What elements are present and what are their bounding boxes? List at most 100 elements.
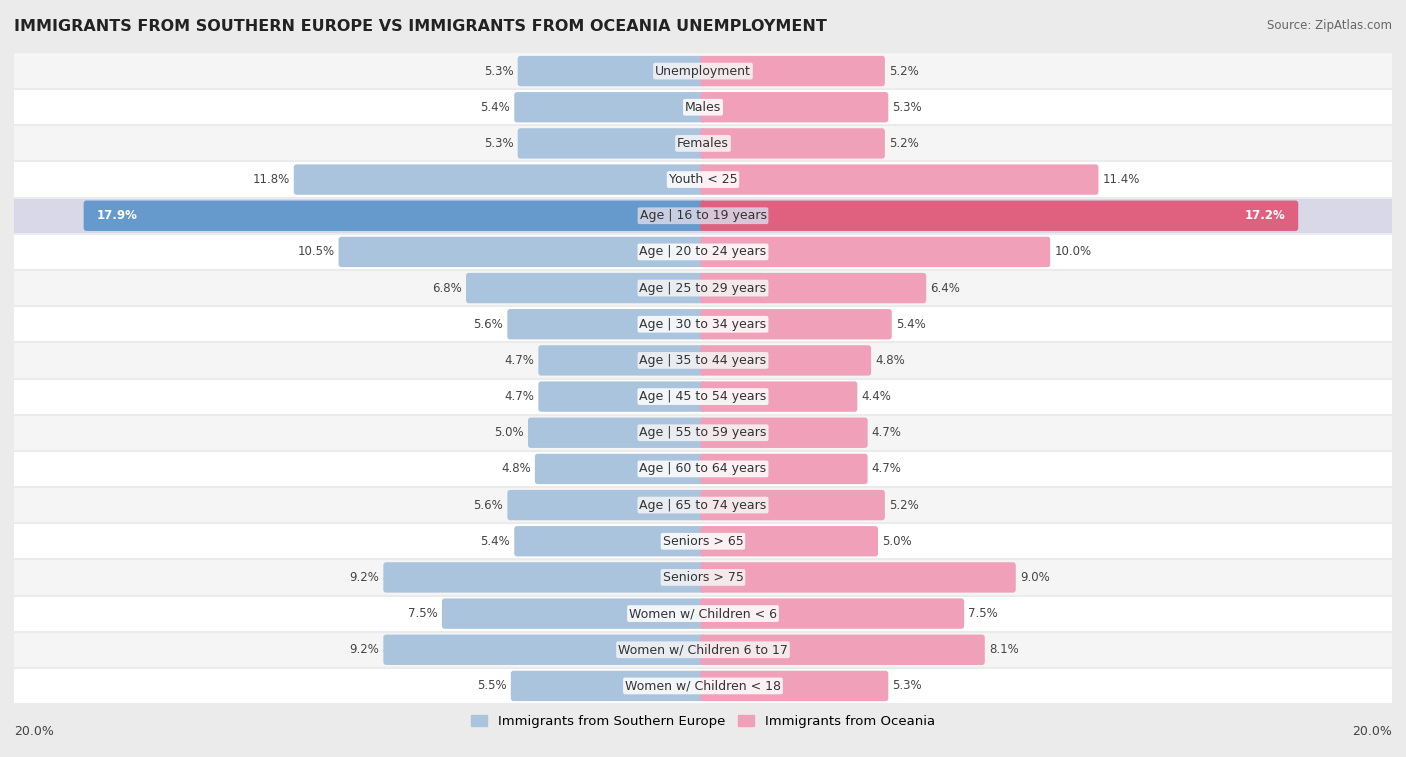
Text: 9.0%: 9.0% — [1019, 571, 1050, 584]
Text: 4.8%: 4.8% — [875, 354, 905, 367]
Bar — [14, 631, 1392, 668]
Text: 5.2%: 5.2% — [889, 64, 918, 77]
Bar — [14, 415, 1392, 451]
Text: 5.0%: 5.0% — [495, 426, 524, 439]
Text: Males: Males — [685, 101, 721, 114]
Text: Women w/ Children < 18: Women w/ Children < 18 — [626, 680, 780, 693]
FancyBboxPatch shape — [517, 128, 706, 159]
FancyBboxPatch shape — [700, 526, 877, 556]
Bar — [14, 161, 1392, 198]
Text: Age | 30 to 34 years: Age | 30 to 34 years — [640, 318, 766, 331]
FancyBboxPatch shape — [700, 128, 884, 159]
Text: Age | 16 to 19 years: Age | 16 to 19 years — [640, 209, 766, 223]
Text: 5.0%: 5.0% — [882, 534, 911, 548]
Bar — [14, 559, 1392, 596]
Text: Age | 55 to 59 years: Age | 55 to 59 years — [640, 426, 766, 439]
Text: 10.5%: 10.5% — [297, 245, 335, 258]
Text: 17.2%: 17.2% — [1244, 209, 1285, 223]
FancyBboxPatch shape — [700, 671, 889, 701]
Bar — [14, 451, 1392, 487]
FancyBboxPatch shape — [538, 345, 706, 375]
FancyBboxPatch shape — [465, 273, 706, 304]
Text: Unemployment: Unemployment — [655, 64, 751, 77]
Bar — [14, 53, 1392, 89]
Legend: Immigrants from Southern Europe, Immigrants from Oceania: Immigrants from Southern Europe, Immigra… — [465, 709, 941, 734]
Bar — [14, 270, 1392, 306]
FancyBboxPatch shape — [508, 490, 706, 520]
FancyBboxPatch shape — [384, 562, 706, 593]
Text: 5.5%: 5.5% — [477, 680, 506, 693]
Text: 20.0%: 20.0% — [14, 725, 53, 738]
Text: 5.4%: 5.4% — [896, 318, 925, 331]
FancyBboxPatch shape — [517, 56, 706, 86]
Text: 5.6%: 5.6% — [474, 499, 503, 512]
FancyBboxPatch shape — [700, 634, 984, 665]
FancyBboxPatch shape — [700, 92, 889, 123]
Bar — [14, 306, 1392, 342]
Text: 7.5%: 7.5% — [969, 607, 998, 620]
Text: 9.2%: 9.2% — [349, 571, 380, 584]
FancyBboxPatch shape — [700, 598, 965, 629]
Text: Age | 20 to 24 years: Age | 20 to 24 years — [640, 245, 766, 258]
FancyBboxPatch shape — [700, 382, 858, 412]
Bar — [14, 89, 1392, 126]
Text: 5.4%: 5.4% — [481, 101, 510, 114]
Text: 4.8%: 4.8% — [501, 463, 531, 475]
FancyBboxPatch shape — [700, 273, 927, 304]
Text: IMMIGRANTS FROM SOUTHERN EUROPE VS IMMIGRANTS FROM OCEANIA UNEMPLOYMENT: IMMIGRANTS FROM SOUTHERN EUROPE VS IMMIG… — [14, 19, 827, 34]
FancyBboxPatch shape — [700, 345, 872, 375]
Text: 4.4%: 4.4% — [862, 390, 891, 403]
Bar — [14, 596, 1392, 631]
FancyBboxPatch shape — [515, 526, 706, 556]
Text: 10.0%: 10.0% — [1054, 245, 1091, 258]
Text: 17.9%: 17.9% — [97, 209, 138, 223]
FancyBboxPatch shape — [700, 309, 891, 339]
Text: Age | 35 to 44 years: Age | 35 to 44 years — [640, 354, 766, 367]
Text: Age | 45 to 54 years: Age | 45 to 54 years — [640, 390, 766, 403]
Bar — [14, 342, 1392, 378]
FancyBboxPatch shape — [83, 201, 706, 231]
Text: 5.3%: 5.3% — [484, 64, 513, 77]
FancyBboxPatch shape — [508, 309, 706, 339]
Text: 4.7%: 4.7% — [872, 463, 901, 475]
Text: 5.2%: 5.2% — [889, 499, 918, 512]
Text: Seniors > 65: Seniors > 65 — [662, 534, 744, 548]
Text: 4.7%: 4.7% — [872, 426, 901, 439]
Text: 5.6%: 5.6% — [474, 318, 503, 331]
Text: 5.3%: 5.3% — [893, 680, 922, 693]
FancyBboxPatch shape — [441, 598, 706, 629]
Text: 4.7%: 4.7% — [505, 354, 534, 367]
FancyBboxPatch shape — [700, 237, 1050, 267]
Text: Women w/ Children 6 to 17: Women w/ Children 6 to 17 — [619, 643, 787, 656]
Text: 5.2%: 5.2% — [889, 137, 918, 150]
FancyBboxPatch shape — [700, 418, 868, 448]
Bar — [14, 126, 1392, 161]
Text: Age | 60 to 64 years: Age | 60 to 64 years — [640, 463, 766, 475]
Text: Women w/ Children < 6: Women w/ Children < 6 — [628, 607, 778, 620]
Bar — [14, 234, 1392, 270]
FancyBboxPatch shape — [384, 634, 706, 665]
Text: 11.4%: 11.4% — [1102, 173, 1140, 186]
FancyBboxPatch shape — [700, 562, 1015, 593]
FancyBboxPatch shape — [700, 453, 868, 484]
FancyBboxPatch shape — [294, 164, 706, 195]
Bar — [14, 487, 1392, 523]
FancyBboxPatch shape — [538, 382, 706, 412]
Bar — [14, 378, 1392, 415]
FancyBboxPatch shape — [529, 418, 706, 448]
FancyBboxPatch shape — [510, 671, 706, 701]
Text: 6.4%: 6.4% — [931, 282, 960, 294]
Text: 7.5%: 7.5% — [408, 607, 437, 620]
FancyBboxPatch shape — [700, 490, 884, 520]
FancyBboxPatch shape — [700, 201, 1298, 231]
Bar — [14, 198, 1392, 234]
FancyBboxPatch shape — [339, 237, 706, 267]
FancyBboxPatch shape — [515, 92, 706, 123]
Text: 5.3%: 5.3% — [484, 137, 513, 150]
Text: 4.7%: 4.7% — [505, 390, 534, 403]
Text: 5.3%: 5.3% — [893, 101, 922, 114]
FancyBboxPatch shape — [700, 56, 884, 86]
Bar — [14, 523, 1392, 559]
Text: 5.4%: 5.4% — [481, 534, 510, 548]
Text: 8.1%: 8.1% — [988, 643, 1019, 656]
